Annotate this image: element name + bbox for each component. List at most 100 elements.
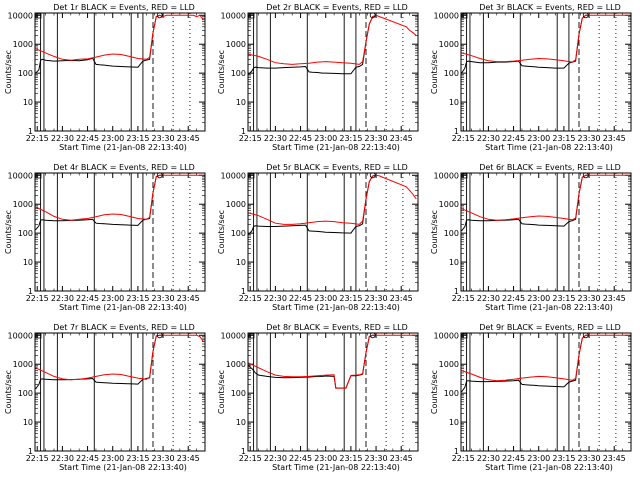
x-tick-label: 22:15 <box>452 454 475 463</box>
lld-series-line <box>35 334 204 381</box>
y-tick-label: 100 <box>231 389 246 398</box>
x-tick-label: 22:15 <box>452 134 475 143</box>
lld-series-line <box>248 334 417 389</box>
corner-marker <box>248 173 255 179</box>
y-tick-label: 100 <box>18 229 33 238</box>
x-axis-label: Start Time (21-Jan-08 22:13:40) <box>59 143 187 152</box>
x-tick-label: 23:15 <box>552 294 575 303</box>
panel-title: Det 5r BLACK = Events, RED = LLD <box>266 163 408 172</box>
peak-marker <box>156 12 163 19</box>
panel-title: Det 3r BLACK = Events, RED = LLD <box>479 3 621 12</box>
x-tick-label: 22:45 <box>289 294 312 303</box>
y-tick-label: 10000 <box>221 11 246 20</box>
events-series-line <box>35 14 164 74</box>
x-tick-label: 22:15 <box>26 294 49 303</box>
x-tick-label: 22:30 <box>477 134 500 143</box>
x-axis-label: Start Time (21-Jan-08 22:13:40) <box>59 463 187 472</box>
x-tick-label: 23:45 <box>390 294 413 303</box>
x-tick-label: 22:45 <box>76 294 99 303</box>
corner-marker <box>461 333 468 339</box>
corner-marker <box>248 333 255 339</box>
events-series-line <box>461 334 590 393</box>
x-tick-label: 23:00 <box>101 294 124 303</box>
x-tick-label: 23:00 <box>101 454 124 463</box>
x-tick-label: 23:45 <box>177 294 200 303</box>
y-axis-label: Counts/sec <box>430 50 439 94</box>
x-tick-label: 23:15 <box>126 454 149 463</box>
x-tick-label: 22:15 <box>239 134 262 143</box>
x-tick-label: 23:15 <box>126 134 149 143</box>
y-tick-label: 10000 <box>8 331 33 340</box>
x-tick-label: 23:00 <box>314 454 337 463</box>
y-tick-label: 1 <box>241 127 246 136</box>
x-tick-label: 23:45 <box>603 294 626 303</box>
corner-marker <box>35 333 42 339</box>
corner-marker <box>248 13 255 19</box>
events-series-line <box>461 14 590 74</box>
y-tick-label: 10000 <box>221 171 246 180</box>
y-tick-label: 10000 <box>434 331 459 340</box>
y-tick-label: 100 <box>444 389 459 398</box>
panel-8: Det 8r BLACK = Events, RED = LLD Counts/s… <box>217 323 419 472</box>
x-tick-label: 23:15 <box>126 294 149 303</box>
lld-series-line <box>461 14 630 63</box>
y-tick-label: 1000 <box>439 40 459 49</box>
x-axis-label: Start Time (21-Jan-08 22:13:40) <box>485 463 613 472</box>
events-series-line <box>248 14 377 75</box>
x-tick-label: 23:00 <box>314 294 337 303</box>
x-tick-label: 22:45 <box>502 454 525 463</box>
panel-title: Det 1r BLACK = Events, RED = LLD <box>53 3 195 12</box>
x-tick-label: 23:15 <box>552 134 575 143</box>
y-tick-label: 1000 <box>13 200 33 209</box>
peak-marker <box>582 12 589 19</box>
corner-marker <box>35 13 42 19</box>
y-axis-label: Counts/sec <box>217 210 226 254</box>
panel-2: Det 2r BLACK = Events, RED = LLD Counts/s… <box>217 3 419 152</box>
x-tick-label: 23:15 <box>339 454 362 463</box>
lld-series-line <box>248 174 417 225</box>
y-tick-label: 1000 <box>13 360 33 369</box>
x-tick-label: 22:15 <box>452 294 475 303</box>
x-tick-label: 22:30 <box>477 454 500 463</box>
y-tick-label: 1000 <box>13 40 33 49</box>
x-tick-label: 22:45 <box>76 134 99 143</box>
y-axis-label: Counts/sec <box>4 210 13 254</box>
events-series-line <box>248 334 377 389</box>
x-tick-label: 23:30 <box>365 294 388 303</box>
events-series-line <box>248 174 377 235</box>
lld-series-line <box>248 14 417 65</box>
panel-4: Det 4r BLACK = Events, RED = LLD Counts/s… <box>4 163 206 312</box>
x-tick-label: 23:45 <box>177 454 200 463</box>
panel-1: Det 1r BLACK = Events, RED = LLD Counts/s… <box>4 3 206 152</box>
x-tick-label: 23:30 <box>152 454 175 463</box>
x-tick-label: 22:45 <box>502 294 525 303</box>
x-tick-label: 22:30 <box>264 294 287 303</box>
y-axis-label: Counts/sec <box>217 370 226 414</box>
x-tick-label: 23:45 <box>603 134 626 143</box>
panel-title: Det 6r BLACK = Events, RED = LLD <box>479 163 621 172</box>
y-axis-label: Counts/sec <box>4 370 13 414</box>
x-tick-label: 23:00 <box>527 294 550 303</box>
y-tick-label: 10 <box>236 418 246 427</box>
x-tick-label: 22:30 <box>51 454 74 463</box>
x-tick-label: 23:00 <box>314 134 337 143</box>
y-tick-label: 10 <box>23 418 33 427</box>
x-axis-label: Start Time (21-Jan-08 22:13:40) <box>485 143 613 152</box>
x-tick-label: 22:30 <box>51 294 74 303</box>
y-tick-label: 10 <box>236 258 246 267</box>
x-tick-label: 22:15 <box>239 454 262 463</box>
y-axis-label: Counts/sec <box>430 370 439 414</box>
y-tick-label: 10 <box>449 418 459 427</box>
y-tick-label: 1 <box>28 447 33 456</box>
x-tick-label: 22:15 <box>239 294 262 303</box>
events-series-line <box>461 174 590 232</box>
y-axis-label: Counts/sec <box>430 210 439 254</box>
x-tick-label: 23:30 <box>152 294 175 303</box>
panel-title: Det 8r BLACK = Events, RED = LLD <box>266 323 408 332</box>
x-tick-label: 22:45 <box>502 134 525 143</box>
x-tick-label: 22:45 <box>289 454 312 463</box>
x-tick-label: 23:30 <box>578 294 601 303</box>
plot-frame <box>460 12 632 132</box>
plot-frame <box>34 172 206 292</box>
